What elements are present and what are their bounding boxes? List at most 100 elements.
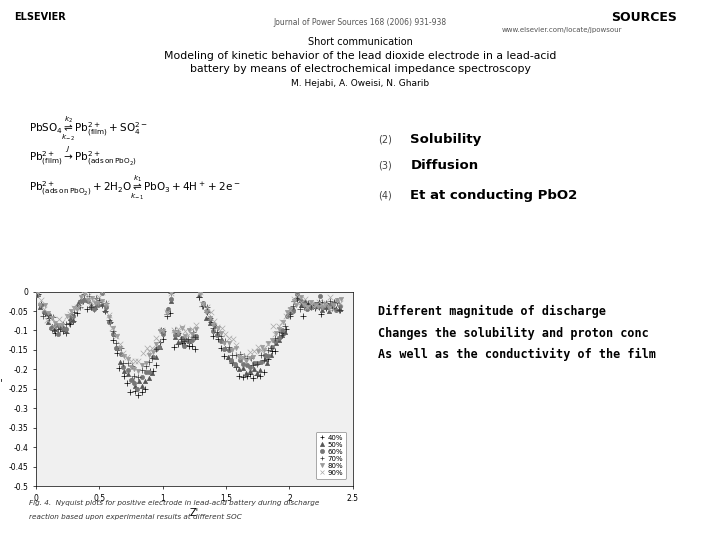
Point [270, 339, 282, 348]
Point [186, 325, 198, 333]
Point [262, 352, 274, 361]
Point [306, 298, 318, 307]
Point [175, 335, 186, 343]
Point [118, 352, 130, 360]
Point [129, 387, 140, 395]
Point [305, 303, 317, 312]
Y-axis label: Z'': Z'' [0, 379, 4, 389]
Point [141, 344, 153, 353]
Point [255, 346, 266, 354]
Point [291, 295, 302, 303]
Point [79, 288, 91, 297]
Point [259, 350, 271, 359]
Point [93, 299, 104, 308]
Point [244, 348, 256, 356]
Point [220, 336, 231, 345]
Point [310, 300, 321, 308]
Point [320, 301, 331, 309]
Point [309, 304, 320, 313]
Point [194, 288, 206, 296]
Point [157, 327, 168, 335]
Point [291, 294, 302, 303]
Point [218, 339, 230, 348]
Point [227, 359, 238, 367]
Point [42, 309, 54, 318]
Point [179, 327, 191, 335]
Point [220, 329, 231, 338]
Point [183, 342, 194, 350]
Point [125, 388, 136, 396]
Point [75, 296, 86, 305]
Point [248, 364, 260, 373]
Text: $\mathrm{Pb_{(film)}^{2+}}\overset{J}{\rightarrow}\mathrm{Pb_{(ads\,on\,PbO_2)}^: $\mathrm{Pb_{(film)}^{2+}}\overset{J}{\r… [29, 145, 137, 168]
Point [256, 351, 267, 360]
Point [147, 354, 158, 362]
Point [222, 352, 234, 361]
Point [162, 305, 174, 313]
Point [290, 301, 302, 309]
Point [191, 321, 202, 329]
Point [68, 303, 79, 312]
Point [287, 307, 299, 315]
Point [54, 325, 66, 333]
Point [212, 324, 223, 333]
Point [117, 349, 129, 357]
Point [161, 312, 173, 320]
Point [240, 372, 252, 380]
Text: ELSEVIER: ELSEVIER [14, 12, 66, 22]
Point [35, 296, 47, 305]
Point [81, 305, 93, 314]
Point [93, 293, 104, 301]
Point [258, 368, 269, 377]
Point [184, 326, 195, 334]
Point [136, 373, 148, 382]
Point [194, 291, 205, 299]
Point [215, 332, 227, 340]
Point [230, 363, 242, 372]
Point [57, 327, 68, 335]
Point [273, 336, 284, 345]
Point [236, 353, 248, 362]
Point [150, 345, 162, 353]
Point [39, 308, 50, 316]
Point [255, 357, 266, 366]
Point [197, 301, 209, 310]
Text: $\mathrm{Pb_{(ads\,on\,PbO_2)}^{2+} + 2H_2O}\underset{k_{-1}}{\overset{k_1}{\rig: $\mathrm{Pb_{(ads\,on\,PbO_2)}^{2+} + 2H… [29, 173, 240, 202]
Point [276, 326, 288, 334]
Point [301, 303, 312, 312]
Point [299, 295, 310, 303]
Point [68, 317, 79, 326]
Point [238, 364, 249, 373]
Point [313, 298, 325, 306]
Text: Different magnitude of discharge: Different magnitude of discharge [378, 305, 606, 318]
Point [207, 327, 219, 335]
Point [158, 326, 169, 335]
Point [107, 329, 119, 338]
Point [101, 299, 112, 308]
Point [147, 347, 158, 356]
Point [144, 350, 156, 359]
Point [292, 289, 303, 298]
Point [294, 305, 305, 314]
Point [60, 320, 72, 328]
Point [302, 299, 314, 307]
Point [75, 293, 86, 301]
Point [35, 303, 46, 312]
Point [157, 327, 168, 335]
Point [78, 289, 90, 298]
Point [89, 303, 100, 312]
Point [93, 298, 104, 307]
Point [179, 342, 190, 350]
Point [241, 354, 253, 362]
Point [32, 290, 43, 299]
Point [187, 330, 199, 339]
Point [194, 290, 205, 299]
Point [266, 336, 277, 345]
Point [172, 325, 184, 334]
Point [172, 328, 184, 337]
Point [317, 298, 328, 306]
Text: Changes the solubility and proton conc: Changes the solubility and proton conc [378, 327, 649, 340]
Point [35, 300, 46, 309]
Point [245, 369, 256, 378]
Point [259, 354, 271, 363]
